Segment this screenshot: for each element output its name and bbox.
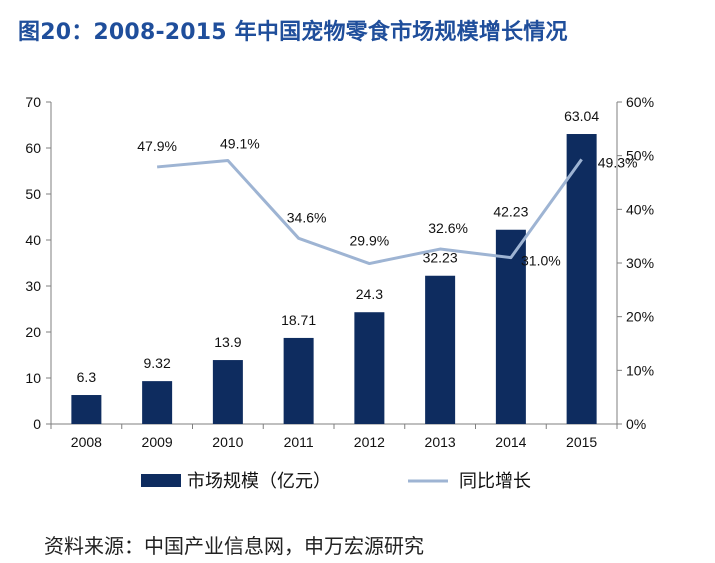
left-tick-label: 40	[25, 232, 41, 248]
x-tick-label: 2010	[212, 434, 243, 450]
right-tick-label: 20%	[626, 309, 654, 325]
bar	[71, 395, 102, 424]
x-tick-label: 2015	[566, 434, 597, 450]
bar-value-label: 42.23	[493, 204, 528, 220]
bar-value-label: 24.3	[356, 286, 383, 302]
bar-value-label: 63.04	[564, 108, 599, 124]
growth-value-label: 49.3%	[598, 154, 638, 170]
left-tick-label: 70	[25, 94, 41, 110]
x-tick-label: 2011	[284, 434, 314, 450]
bar-value-label: 13.9	[214, 334, 241, 350]
right-tick-label: 50%	[626, 148, 654, 164]
x-tick-label: 2009	[142, 434, 173, 450]
growth-value-label: 49.1%	[220, 135, 260, 151]
axes: 0 10 20 30 40 50 60 70 0% 10% 20% 30% 40% 50% 60% 2008 2…	[25, 94, 654, 450]
bar	[283, 337, 314, 424]
left-tick-label: 50	[25, 186, 41, 202]
bar	[425, 275, 456, 424]
legend-bar-swatch	[141, 474, 181, 487]
left-tick-label: 60	[25, 140, 41, 156]
left-tick-label: 10	[25, 370, 41, 386]
x-tick-label: 2012	[354, 434, 385, 450]
growth-value-label: 31.0%	[521, 253, 561, 269]
growth-line-path	[156, 158, 583, 266]
left-tick-label: 0	[33, 416, 41, 432]
x-tick-label: 2014	[495, 434, 526, 450]
source-note: 资料来源：中国产业信息网，申万宏源研究	[44, 534, 424, 558]
bar	[354, 312, 385, 424]
bar-labels: 6.3 9.32 13.9 18.71 24.3 32.23 42.23 63.04	[77, 108, 600, 385]
growth-value-label: 34.6%	[287, 209, 327, 225]
legend-bar-label: 市场规模（亿元）	[187, 471, 331, 492]
bar	[495, 229, 526, 424]
chart-title: 图20：2008-2015 年中国宠物零食市场规模增长情况	[18, 20, 568, 45]
left-tick-label: 30	[25, 278, 41, 294]
legend-line-label: 同比增长	[459, 471, 531, 492]
bar-value-label: 9.32	[144, 355, 171, 371]
bar-value-label: 32.23	[423, 250, 458, 266]
right-tick-label: 40%	[626, 201, 654, 217]
left-tick-label: 20	[25, 324, 41, 340]
growth-value-label: 32.6%	[428, 220, 468, 236]
bar-value-label: 6.3	[77, 369, 97, 385]
growth-value-label: 47.9%	[137, 138, 177, 154]
bar	[142, 381, 173, 424]
bars	[71, 134, 597, 425]
legend: 市场规模（亿元） 同比增长	[141, 471, 531, 492]
growth-line	[156, 158, 583, 266]
bar	[212, 360, 243, 424]
x-tick-label: 2013	[425, 434, 456, 450]
right-tick-label: 10%	[626, 362, 654, 378]
bar	[566, 134, 597, 425]
right-tick-label: 30%	[626, 255, 654, 271]
bar-value-label: 18.71	[281, 312, 316, 328]
line-labels: 47.9% 49.1% 34.6% 29.9% 32.6% 31.0% 49.3%	[137, 135, 637, 268]
x-tick-label: 2008	[71, 434, 102, 450]
right-tick-label: 0%	[626, 416, 646, 432]
right-tick-label: 60%	[626, 94, 654, 110]
growth-value-label: 29.9%	[350, 233, 390, 249]
